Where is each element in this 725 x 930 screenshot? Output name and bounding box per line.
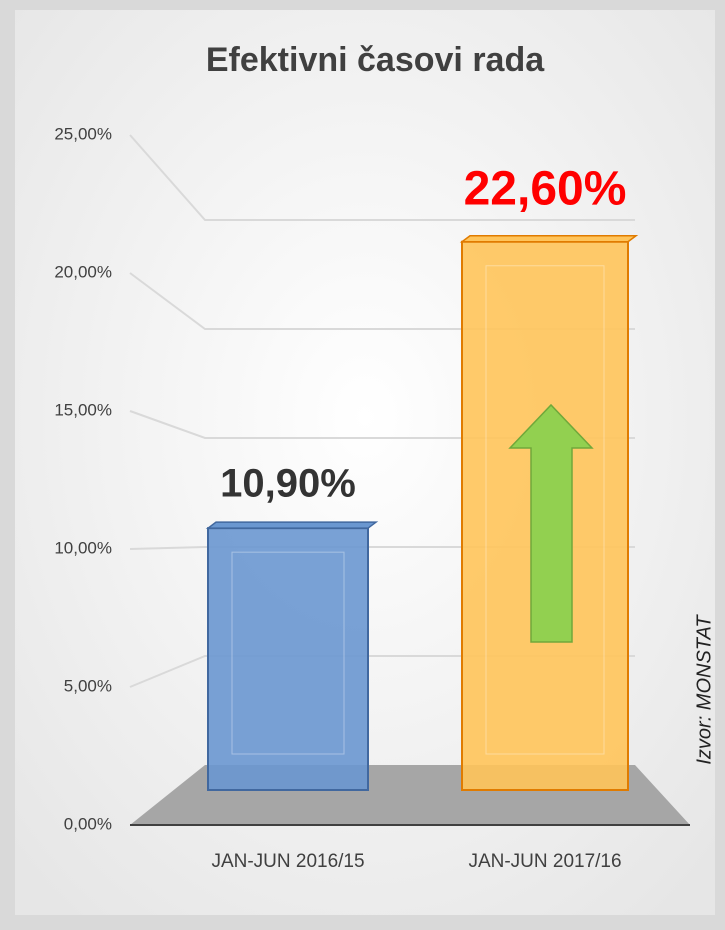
- bar-top: [205, 521, 379, 529]
- bar-inner: [485, 265, 605, 755]
- y-tick-label: 5,00%: [64, 676, 112, 695]
- y-tick-label: 15,00%: [54, 400, 112, 419]
- arrow: [508, 403, 594, 643]
- bar-top: [459, 235, 639, 243]
- y-tick-label: 25,00%: [54, 124, 112, 143]
- grid-line: [129, 134, 635, 221]
- value-label: 22,60%: [464, 162, 627, 215]
- x-tick-label: JAN-JUN 2017/16: [468, 851, 621, 872]
- chart-title: Efektivni časovi rada: [206, 41, 545, 79]
- y-tick-label: 20,00%: [54, 262, 112, 281]
- bar: [207, 527, 369, 792]
- y-tick-label: 0,00%: [64, 814, 112, 833]
- value-label: 10,90%: [220, 462, 356, 506]
- bars: [205, 235, 639, 792]
- source: Izvor: MONSTAT: [693, 614, 715, 765]
- x-tick-label: JAN-JUN 2016/15: [211, 851, 364, 872]
- y-tick-label: 10,00%: [54, 538, 112, 557]
- bar-inner: [231, 551, 345, 755]
